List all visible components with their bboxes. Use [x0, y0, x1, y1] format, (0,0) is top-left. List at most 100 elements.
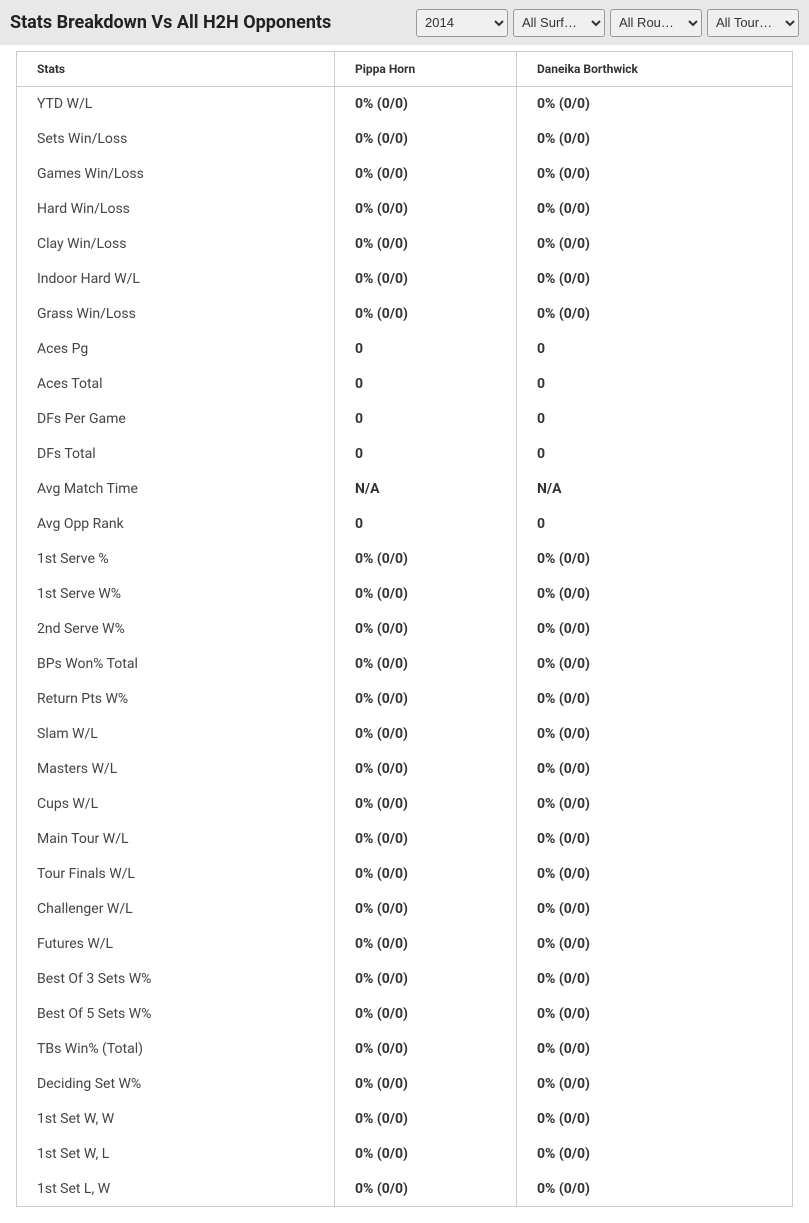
stat-value-player2: 0 [517, 507, 793, 542]
stat-label: Cups W/L [17, 787, 335, 822]
stat-value-player1: 0% (0/0) [335, 577, 517, 612]
table-row: 1st Set W, W0% (0/0)0% (0/0) [17, 1102, 793, 1137]
table-row: Best Of 5 Sets W%0% (0/0)0% (0/0) [17, 997, 793, 1032]
table-row: Return Pts W%0% (0/0)0% (0/0) [17, 682, 793, 717]
stat-value-player1: 0 [335, 437, 517, 472]
surface-select[interactable]: All Surf… [513, 9, 605, 37]
stat-label: BPs Won% Total [17, 647, 335, 682]
round-select[interactable]: All Rou… [610, 9, 702, 37]
stat-value-player1: 0% (0/0) [335, 157, 517, 192]
stat-value-player2: 0% (0/0) [517, 157, 793, 192]
stat-value-player2: 0% (0/0) [517, 297, 793, 332]
table-row: Grass Win/Loss0% (0/0)0% (0/0) [17, 297, 793, 332]
stat-label: 1st Set L, W [17, 1172, 335, 1207]
stat-value-player2: 0 [517, 367, 793, 402]
stat-label: Main Tour W/L [17, 822, 335, 857]
stat-value-player1: 0 [335, 332, 517, 367]
stat-value-player1: 0% (0/0) [335, 1032, 517, 1067]
stat-value-player2: 0% (0/0) [517, 227, 793, 262]
table-row: 1st Serve W%0% (0/0)0% (0/0) [17, 577, 793, 612]
stats-table: Stats Pippa Horn Daneika Borthwick YTD W… [16, 51, 793, 1207]
stat-label: Clay Win/Loss [17, 227, 335, 262]
column-header-player2: Daneika Borthwick [517, 52, 793, 87]
stat-label: Games Win/Loss [17, 157, 335, 192]
table-row: Hard Win/Loss0% (0/0)0% (0/0) [17, 192, 793, 227]
table-row: 2nd Serve W%0% (0/0)0% (0/0) [17, 612, 793, 647]
stat-value-player2: 0% (0/0) [517, 717, 793, 752]
stat-value-player2: 0% (0/0) [517, 262, 793, 297]
stat-value-player2: 0% (0/0) [517, 1067, 793, 1102]
stat-value-player1: 0% (0/0) [335, 822, 517, 857]
stat-value-player2: 0% (0/0) [517, 997, 793, 1032]
stat-label: Best Of 5 Sets W% [17, 997, 335, 1032]
table-row: 1st Set L, W0% (0/0)0% (0/0) [17, 1172, 793, 1207]
table-row: YTD W/L0% (0/0)0% (0/0) [17, 87, 793, 122]
stat-value-player2: 0% (0/0) [517, 612, 793, 647]
stat-label: TBs Win% (Total) [17, 1032, 335, 1067]
stat-value-player1: 0% (0/0) [335, 227, 517, 262]
filter-group: 2014 All Surf… All Rou… All Tour… [416, 9, 799, 37]
table-row: Sets Win/Loss0% (0/0)0% (0/0) [17, 122, 793, 157]
table-row: Main Tour W/L0% (0/0)0% (0/0) [17, 822, 793, 857]
table-row: Indoor Hard W/L0% (0/0)0% (0/0) [17, 262, 793, 297]
tour-select[interactable]: All Tour… [707, 9, 799, 37]
stat-label: 1st Serve % [17, 542, 335, 577]
stat-label: Deciding Set W% [17, 1067, 335, 1102]
table-row: Best Of 3 Sets W%0% (0/0)0% (0/0) [17, 962, 793, 997]
stat-label: 2nd Serve W% [17, 612, 335, 647]
stat-label: 1st Set W, L [17, 1137, 335, 1172]
stat-label: Indoor Hard W/L [17, 262, 335, 297]
stat-value-player2: N/A [517, 472, 793, 507]
stat-value-player1: 0% (0/0) [335, 262, 517, 297]
stat-label: 1st Serve W% [17, 577, 335, 612]
stat-value-player2: 0 [517, 437, 793, 472]
stat-label: DFs Per Game [17, 402, 335, 437]
stat-value-player1: 0% (0/0) [335, 87, 517, 122]
table-row: Slam W/L0% (0/0)0% (0/0) [17, 717, 793, 752]
stat-label: Aces Total [17, 367, 335, 402]
stat-value-player1: 0% (0/0) [335, 647, 517, 682]
table-row: TBs Win% (Total)0% (0/0)0% (0/0) [17, 1032, 793, 1067]
stat-value-player1: 0% (0/0) [335, 297, 517, 332]
stat-label: Avg Opp Rank [17, 507, 335, 542]
stat-label: YTD W/L [17, 87, 335, 122]
stat-label: Aces Pg [17, 332, 335, 367]
stat-value-player1: 0% (0/0) [335, 612, 517, 647]
page-title: Stats Breakdown Vs All H2H Opponents [10, 12, 331, 33]
table-row: Aces Total00 [17, 367, 793, 402]
table-row: DFs Per Game00 [17, 402, 793, 437]
stat-value-player2: 0 [517, 332, 793, 367]
stat-value-player1: 0% (0/0) [335, 122, 517, 157]
table-row: DFs Total00 [17, 437, 793, 472]
stat-value-player2: 0% (0/0) [517, 122, 793, 157]
stat-value-player1: 0% (0/0) [335, 787, 517, 822]
stat-label: Masters W/L [17, 752, 335, 787]
table-row: Games Win/Loss0% (0/0)0% (0/0) [17, 157, 793, 192]
stat-label: DFs Total [17, 437, 335, 472]
stat-value-player1: 0% (0/0) [335, 1172, 517, 1207]
table-container: Stats Pippa Horn Daneika Borthwick YTD W… [0, 45, 809, 1223]
stat-value-player2: 0% (0/0) [517, 752, 793, 787]
stat-value-player2: 0% (0/0) [517, 857, 793, 892]
stat-value-player1: 0% (0/0) [335, 542, 517, 577]
stat-label: Best Of 3 Sets W% [17, 962, 335, 997]
stat-value-player2: 0% (0/0) [517, 927, 793, 962]
year-select[interactable]: 2014 [416, 9, 508, 37]
stat-value-player2: 0 [517, 402, 793, 437]
stat-value-player2: 0% (0/0) [517, 1137, 793, 1172]
stat-value-player1: 0% (0/0) [335, 962, 517, 997]
stat-label: Avg Match Time [17, 472, 335, 507]
stat-value-player1: 0% (0/0) [335, 892, 517, 927]
stat-value-player1: 0% (0/0) [335, 192, 517, 227]
table-row: Masters W/L0% (0/0)0% (0/0) [17, 752, 793, 787]
stat-value-player1: 0 [335, 507, 517, 542]
stat-label: Return Pts W% [17, 682, 335, 717]
stat-value-player2: 0% (0/0) [517, 1102, 793, 1137]
stat-value-player1: 0% (0/0) [335, 927, 517, 962]
stat-value-player1: 0% (0/0) [335, 997, 517, 1032]
stat-value-player2: 0% (0/0) [517, 822, 793, 857]
table-row: Challenger W/L0% (0/0)0% (0/0) [17, 892, 793, 927]
table-row: 1st Serve %0% (0/0)0% (0/0) [17, 542, 793, 577]
stat-value-player2: 0% (0/0) [517, 87, 793, 122]
stat-label: Challenger W/L [17, 892, 335, 927]
